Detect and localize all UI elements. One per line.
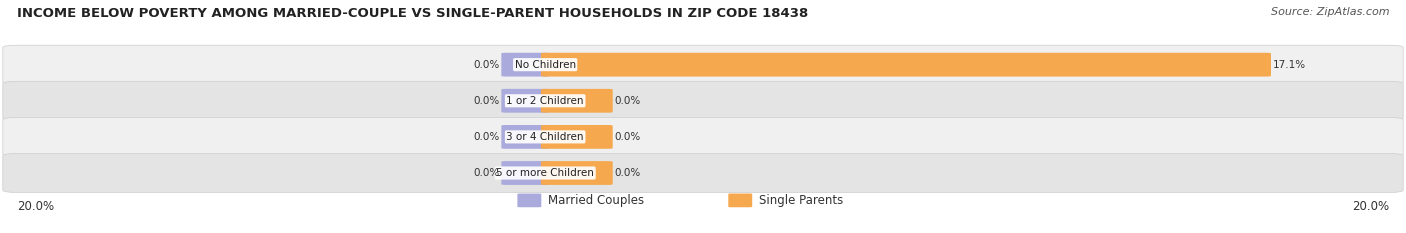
Text: 17.1%: 17.1% [1272, 60, 1306, 70]
FancyBboxPatch shape [3, 45, 1403, 84]
FancyBboxPatch shape [3, 117, 1403, 156]
Text: INCOME BELOW POVERTY AMONG MARRIED-COUPLE VS SINGLE-PARENT HOUSEHOLDS IN ZIP COD: INCOME BELOW POVERTY AMONG MARRIED-COUPL… [17, 7, 808, 20]
FancyBboxPatch shape [541, 89, 613, 113]
Text: 0.0%: 0.0% [474, 96, 501, 106]
Text: 0.0%: 0.0% [614, 168, 640, 178]
Text: 20.0%: 20.0% [17, 200, 53, 213]
Text: Source: ZipAtlas.com: Source: ZipAtlas.com [1271, 7, 1389, 17]
Text: Married Couples: Married Couples [548, 194, 644, 207]
FancyBboxPatch shape [502, 125, 550, 149]
Text: 0.0%: 0.0% [614, 96, 640, 106]
FancyBboxPatch shape [541, 53, 1271, 77]
Text: Single Parents: Single Parents [759, 194, 844, 207]
FancyBboxPatch shape [541, 125, 613, 149]
FancyBboxPatch shape [502, 161, 550, 185]
FancyBboxPatch shape [517, 193, 541, 207]
FancyBboxPatch shape [728, 193, 752, 207]
Text: 5 or more Children: 5 or more Children [496, 168, 595, 178]
Text: 0.0%: 0.0% [474, 168, 501, 178]
Text: 0.0%: 0.0% [614, 132, 640, 142]
FancyBboxPatch shape [502, 89, 550, 113]
FancyBboxPatch shape [541, 161, 613, 185]
FancyBboxPatch shape [3, 81, 1403, 120]
FancyBboxPatch shape [502, 53, 550, 77]
Text: 0.0%: 0.0% [474, 132, 501, 142]
Text: 0.0%: 0.0% [474, 60, 501, 70]
Text: 1 or 2 Children: 1 or 2 Children [506, 96, 583, 106]
Text: No Children: No Children [515, 60, 575, 70]
Text: 3 or 4 Children: 3 or 4 Children [506, 132, 583, 142]
FancyBboxPatch shape [3, 154, 1403, 192]
Text: 20.0%: 20.0% [1353, 200, 1389, 213]
